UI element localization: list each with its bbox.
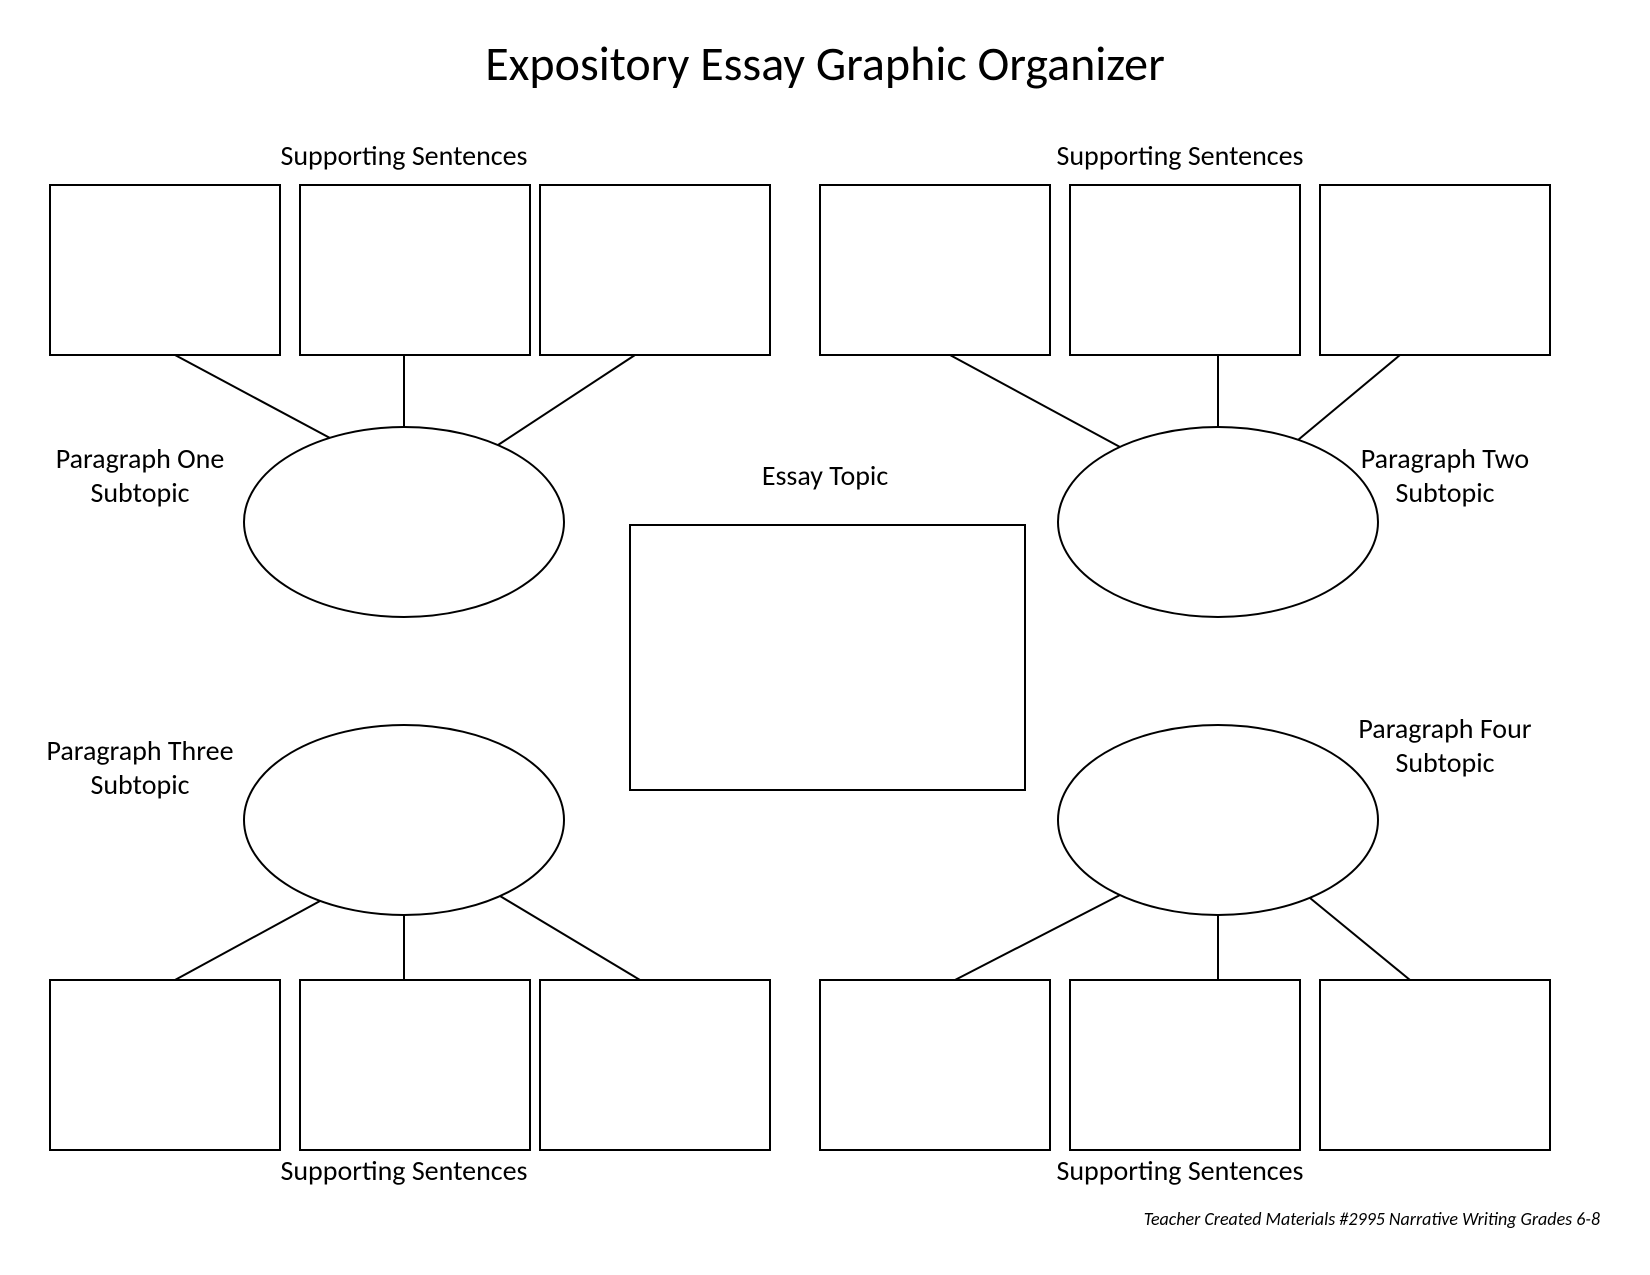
subtopic-label-p4: Subtopic bbox=[1395, 745, 1494, 780]
subtopic-label-p1: Paragraph One bbox=[56, 441, 225, 476]
supporting-box-p4-0 bbox=[820, 980, 1050, 1150]
subtopic-ellipse-p3 bbox=[244, 725, 564, 915]
supporting-box-p3-1 bbox=[300, 980, 530, 1150]
supporting-box-p3-2 bbox=[540, 980, 770, 1150]
subtopic-label-p4: Paragraph Four bbox=[1358, 711, 1531, 746]
supporting-box-p1-1 bbox=[300, 185, 530, 355]
supporting-box-p2-0 bbox=[820, 185, 1050, 355]
subtopic-ellipse-p2 bbox=[1058, 427, 1378, 617]
supporting-box-p1-0 bbox=[50, 185, 280, 355]
organizer-svg: Expository Essay Graphic Organizer Essay … bbox=[0, 0, 1650, 1275]
supporting-label-p3: Supporting Sentences bbox=[280, 1153, 527, 1188]
supporting-box-p1-2 bbox=[540, 185, 770, 355]
page-title: Expository Essay Graphic Organizer bbox=[485, 34, 1165, 93]
subtopic-label-p3: Paragraph Three bbox=[46, 733, 233, 768]
supporting-box-p4-2 bbox=[1320, 980, 1550, 1150]
supporting-box-p2-1 bbox=[1070, 185, 1300, 355]
supporting-label-p4: Supporting Sentences bbox=[1056, 1153, 1303, 1188]
subtopic-ellipse-p4 bbox=[1058, 725, 1378, 915]
graphic-organizer-page: Expository Essay Graphic Organizer Essay … bbox=[0, 0, 1650, 1275]
supporting-label-p1: Supporting Sentences bbox=[280, 138, 527, 173]
footer-credit: Teacher Created Materials #2995 Narrativ… bbox=[1144, 1208, 1600, 1230]
subtopic-label-p2: Subtopic bbox=[1395, 475, 1494, 510]
subtopic-label-p3: Subtopic bbox=[90, 767, 189, 802]
subtopic-label-p2: Paragraph Two bbox=[1361, 441, 1529, 476]
supporting-label-p2: Supporting Sentences bbox=[1056, 138, 1303, 173]
essay-topic-label: Essay Topic bbox=[762, 458, 889, 493]
supporting-box-p2-2 bbox=[1320, 185, 1550, 355]
subtopic-label-p1: Subtopic bbox=[90, 475, 189, 510]
subtopic-ellipse-p1 bbox=[244, 427, 564, 617]
supporting-box-p4-1 bbox=[1070, 980, 1300, 1150]
supporting-box-p3-0 bbox=[50, 980, 280, 1150]
